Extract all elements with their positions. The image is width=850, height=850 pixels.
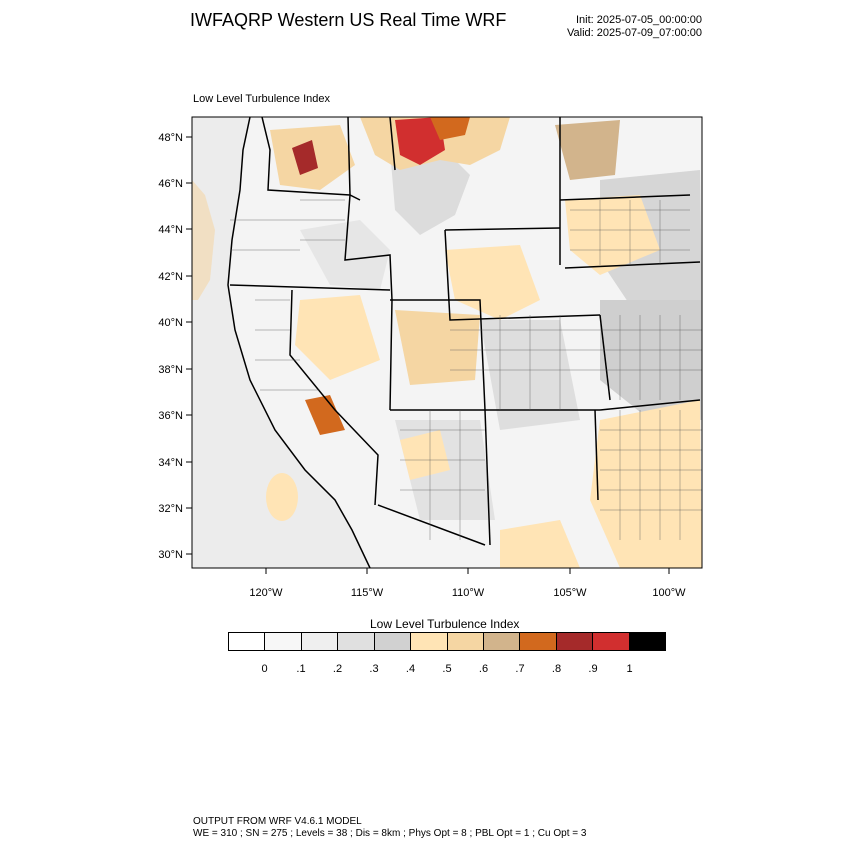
- turbulence-patch: [400, 430, 450, 480]
- colorbar-box: [229, 633, 266, 650]
- turbulence-patch: [590, 400, 702, 568]
- ocean-area: [192, 117, 370, 568]
- colorbar-box: [338, 633, 375, 650]
- colorbar-tick-label: .6: [478, 663, 489, 675]
- colorbar-tick-label: .9: [588, 663, 598, 675]
- lat-label: 38°N: [158, 364, 183, 376]
- colorbar-box: [556, 633, 594, 650]
- lat-label: 36°N: [158, 410, 183, 422]
- lon-label: 110°W: [452, 587, 485, 599]
- colorbar-box: [301, 633, 339, 650]
- turbulence-patch: [500, 520, 580, 568]
- map-title: IWFAQRP Western US Real Time WRF: [190, 10, 507, 30]
- colorbar-title: Low Level Turbulence Index: [370, 617, 520, 631]
- ocean-shade: [192, 180, 215, 300]
- colorbar-tick-label: .8: [551, 663, 562, 675]
- lon-ticks: [265, 568, 670, 574]
- turbulence-patch: [555, 120, 620, 180]
- lon-label: 100°W: [652, 587, 686, 599]
- colorbar-box: [593, 633, 630, 650]
- turbulence-patch: [430, 117, 470, 140]
- terrain-patch: [390, 150, 470, 235]
- lat-label: 34°N: [158, 457, 183, 469]
- lat-label: 46°N: [158, 178, 183, 190]
- county-lines: [230, 199, 702, 540]
- valid-time: Valid: 2025-07-09_07:00:00: [567, 27, 702, 39]
- colorbar-tick-label: .5: [442, 663, 452, 675]
- map-area: [192, 117, 702, 568]
- lat-label: 42°N: [158, 271, 183, 283]
- colorbar-box: [374, 633, 412, 650]
- colorbar-box: [483, 633, 521, 650]
- lon-label: 120°W: [249, 587, 283, 599]
- lon-label: 115°W: [351, 587, 384, 599]
- init-time: Init: 2025-07-05_00:00:00: [576, 14, 702, 26]
- colorbar-tick-label: .4: [405, 663, 416, 675]
- colorbar-tick-label: 0: [261, 663, 268, 675]
- state-boundaries: [227, 117, 701, 568]
- colorbar-tick-label: .7: [515, 663, 525, 675]
- colorbar-tick-label: .1: [296, 663, 306, 675]
- turbulence-patch: [395, 117, 445, 165]
- lat-label: 48°N: [158, 132, 183, 144]
- panel-label: Low Level Turbulence Index: [193, 93, 330, 105]
- turbulence-patch: [445, 245, 540, 320]
- colorbar-tick-label: 1: [626, 663, 633, 675]
- model-params: WE = 310 ; SN = 275 ; Levels = 38 ; Dis …: [193, 828, 587, 839]
- model-info: OUTPUT FROM WRF V4.6.1 MODEL: [193, 816, 362, 827]
- lat-label: 40°N: [158, 317, 183, 329]
- lat-label: 44°N: [158, 224, 183, 236]
- lon-label: 105°W: [553, 587, 587, 599]
- turbulence-patch: [395, 310, 480, 385]
- colorbar-box: [265, 633, 302, 650]
- colorbar-box: [629, 633, 666, 650]
- colorbar-tick-label: .2: [332, 663, 343, 675]
- lat-label: 32°N: [158, 503, 183, 515]
- colorbar-box: [520, 633, 557, 650]
- colorbar-box: [447, 633, 484, 650]
- turbulence-patch: [305, 395, 345, 435]
- colorbar: [228, 632, 666, 651]
- ocean-shade: [266, 473, 298, 521]
- lat-ticks: [186, 136, 192, 555]
- colorbar-box: [411, 633, 448, 650]
- colorbar-tick-label: .3: [369, 663, 379, 675]
- map-frame: [191, 116, 703, 569]
- turbulence-patch: [565, 195, 660, 275]
- turbulence-patch: [292, 140, 318, 175]
- turbulence-patch: [295, 295, 380, 380]
- lat-label: 30°N: [158, 549, 183, 561]
